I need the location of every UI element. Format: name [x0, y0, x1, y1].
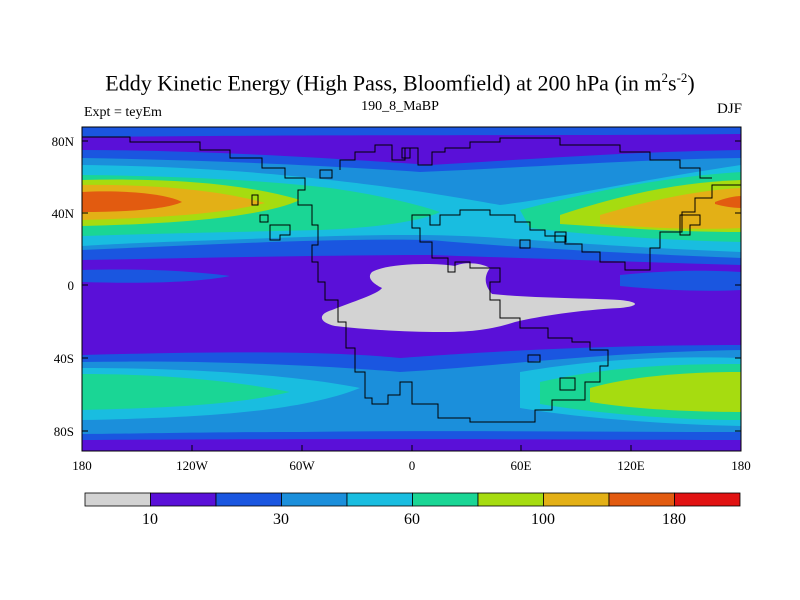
season-label: DJF [716, 101, 742, 117]
colorbar-box [84, 492, 151, 507]
colorbar-box [543, 492, 610, 507]
lon-label: 120W [176, 458, 209, 473]
band-nh-180-east [715, 196, 741, 208]
lon-label: 0 [409, 458, 416, 473]
colorbar-label: 180 [662, 511, 686, 528]
lat-label: 80S [54, 424, 74, 439]
band-tropics-east [620, 270, 741, 291]
colorbar-box [281, 492, 348, 507]
lat-label: 40S [54, 351, 74, 366]
coastlines [82, 136, 741, 423]
colorbar-box [674, 492, 741, 507]
tick-marks [81, 140, 742, 451]
contour-field [82, 127, 741, 451]
lat-label: 40N [52, 206, 75, 221]
colorbar-label: 30 [273, 511, 289, 528]
map-subtitle: 190_8_MaBP [361, 99, 439, 114]
lat-label: 0 [68, 278, 75, 293]
lon-labels: 180 120W 60W 0 60E 120E 180 [72, 458, 751, 473]
title-mid: s [668, 70, 677, 96]
colorbar-box [150, 492, 217, 507]
band-nh-180-west [82, 191, 182, 212]
lon-label: 60E [511, 458, 532, 473]
colorbar [84, 492, 741, 507]
colorbar-box [346, 492, 413, 507]
masked-region [321, 263, 635, 332]
lon-label: 120E [617, 458, 645, 473]
title-text: Eddy Kinetic Energy (High Pass, Bloomfie… [105, 70, 662, 96]
title-sup-1: 2 [661, 70, 669, 85]
colorbar-box [215, 492, 282, 507]
experiment-label: Expt = teyEm [84, 105, 162, 120]
map-title: Eddy Kinetic Energy (High Pass, Bloomfie… [0, 70, 800, 96]
lat-label: 80N [52, 134, 75, 149]
lon-label: 60W [289, 458, 315, 473]
title-end: ) [687, 70, 695, 96]
band-tropics-west [82, 269, 230, 283]
colorbar-label: 60 [404, 511, 420, 528]
lon-label: 180 [72, 458, 92, 473]
colorbar-labels: 10 30 60 100 180 [142, 511, 686, 528]
lat-labels: 80N 40N 0 40S 80S [52, 134, 75, 439]
colorbar-label: 100 [531, 511, 555, 528]
lon-label: 180 [731, 458, 751, 473]
colorbar-box [477, 492, 544, 507]
band-polar-north [82, 127, 741, 137]
band-sh-100-east [590, 372, 741, 412]
title-sup-2: -2 [676, 70, 688, 85]
colorbar-box [412, 492, 479, 507]
colorbar-box [608, 492, 675, 507]
colorbar-label: 10 [142, 511, 158, 528]
band-sh-80-west [82, 374, 290, 410]
